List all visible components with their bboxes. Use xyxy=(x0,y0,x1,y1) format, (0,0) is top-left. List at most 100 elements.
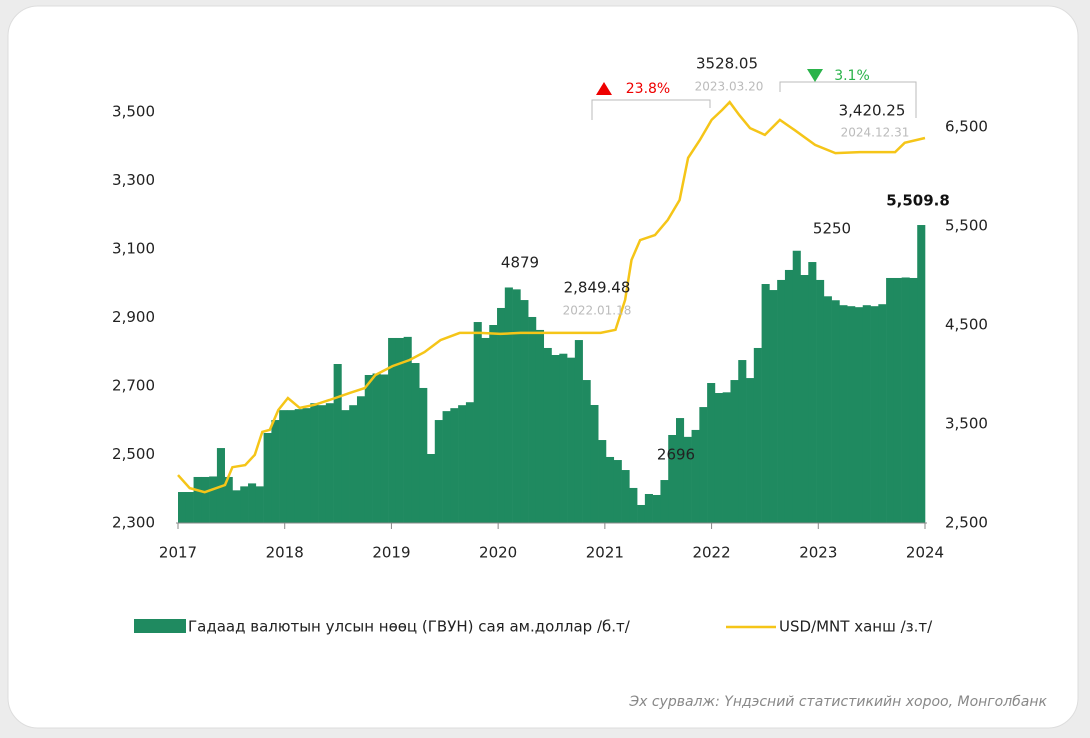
bar xyxy=(870,306,879,523)
annotation: 5250 xyxy=(813,220,851,238)
source: Эх сурвалж: Үндэсний статистикийн хороо,… xyxy=(628,694,1047,710)
bar xyxy=(411,363,420,523)
bar xyxy=(574,340,583,523)
bar xyxy=(318,405,327,523)
bar xyxy=(777,279,786,523)
bar xyxy=(504,287,513,523)
bar xyxy=(489,325,498,523)
line xyxy=(177,100,926,494)
bar xyxy=(372,373,381,523)
x-tick-label: 2020 xyxy=(479,544,517,562)
bar xyxy=(473,322,482,523)
bar xyxy=(784,269,794,523)
annotation: 2023.03.20 xyxy=(695,80,764,94)
annotation: 2,849.48 xyxy=(564,279,631,297)
bar xyxy=(839,305,848,523)
bar xyxy=(279,410,288,523)
bar xyxy=(512,289,521,523)
bar xyxy=(240,486,249,523)
up-arrow xyxy=(596,82,612,95)
annotation: 23.8% xyxy=(626,81,670,97)
bar xyxy=(598,440,607,523)
bar xyxy=(193,476,202,523)
bar xyxy=(427,453,436,523)
bar xyxy=(434,420,443,523)
y2-tick-label: 3,500 xyxy=(945,415,988,433)
bar xyxy=(458,405,467,523)
bar xyxy=(248,483,257,523)
x-tick-label: 2024 xyxy=(906,544,944,562)
bar xyxy=(271,420,280,523)
bar xyxy=(380,374,389,523)
annotation: 2696 xyxy=(657,446,695,464)
y-tick-label: 2,700 xyxy=(112,377,155,395)
bar xyxy=(886,277,895,523)
y2-tick-label: 4,500 xyxy=(945,316,988,334)
bar xyxy=(753,347,762,523)
annotation: 3528.05 xyxy=(696,55,758,73)
bar xyxy=(699,407,708,523)
annotation: 5,509.8 xyxy=(886,192,950,210)
bar xyxy=(551,354,560,523)
bar xyxy=(714,393,723,523)
x-tick-label: 2021 xyxy=(586,544,624,562)
bar xyxy=(683,436,692,523)
bar xyxy=(341,410,350,523)
x-tick-label: 2019 xyxy=(372,544,410,562)
annotation: 3.1% xyxy=(834,68,870,84)
bar xyxy=(676,418,685,523)
bar xyxy=(878,304,887,523)
legend-label: Гадаад валютын улсын нөөц (ГВУН) сая ам.… xyxy=(188,618,631,636)
bar xyxy=(255,486,264,523)
bar xyxy=(613,460,622,523)
bar xyxy=(660,480,669,523)
bar xyxy=(847,306,856,523)
y-tick-label: 2,300 xyxy=(112,514,155,532)
bar xyxy=(808,262,817,523)
bar xyxy=(185,492,194,523)
x-tick-label: 2023 xyxy=(799,544,837,562)
bar xyxy=(520,300,529,523)
bar xyxy=(286,410,296,523)
annotation: 4879 xyxy=(501,254,539,272)
bar xyxy=(333,364,342,523)
bar xyxy=(302,408,311,523)
bar xyxy=(691,429,700,523)
bar xyxy=(668,434,677,523)
legend-label: USD/MNT ханш /з.т/ xyxy=(779,618,933,636)
y-tick-label: 3,300 xyxy=(112,171,155,189)
bar xyxy=(730,380,739,523)
x-tick-label: 2018 xyxy=(266,544,304,562)
bar xyxy=(652,494,661,523)
bar xyxy=(419,387,428,523)
bar xyxy=(862,305,871,523)
bracket xyxy=(779,81,917,118)
bar xyxy=(403,336,412,523)
bar xyxy=(263,433,272,523)
bar xyxy=(535,329,545,523)
bar xyxy=(761,284,770,523)
bar xyxy=(605,456,615,523)
bar xyxy=(590,404,599,523)
bar xyxy=(224,476,233,523)
y2-tick-label: 2,500 xyxy=(945,514,988,532)
down-arrow xyxy=(807,69,823,82)
bar xyxy=(465,402,474,523)
bracket xyxy=(591,99,711,120)
legend-swatch xyxy=(134,619,186,633)
bar xyxy=(209,476,218,523)
bar xyxy=(528,316,537,523)
bar xyxy=(310,403,319,523)
bar xyxy=(582,380,591,523)
bar xyxy=(792,250,801,523)
bar xyxy=(356,396,366,523)
y2-tick-label: 5,500 xyxy=(945,217,988,235)
x-tick-label: 2017 xyxy=(159,544,197,562)
bar xyxy=(644,493,653,523)
bar xyxy=(746,378,755,523)
x-tick-label: 2022 xyxy=(692,544,730,562)
bar xyxy=(388,337,397,523)
y2-tick-label: 6,500 xyxy=(945,118,988,136)
y-tick-label: 2,500 xyxy=(112,445,155,463)
y-tick-label: 3,100 xyxy=(112,240,155,258)
